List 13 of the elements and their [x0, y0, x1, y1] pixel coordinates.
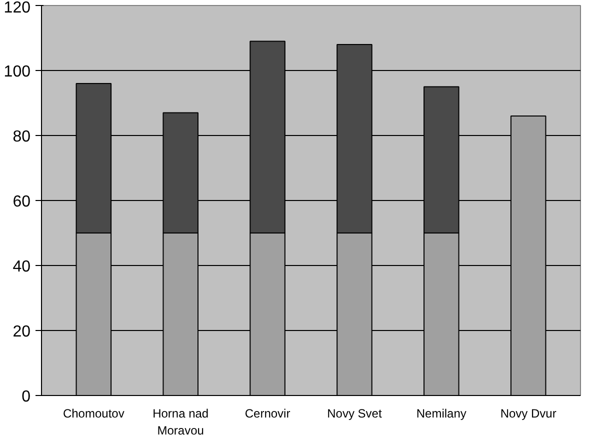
- y-tick-label: 0: [22, 388, 31, 406]
- x-tick-label: Novy Svet: [327, 406, 382, 420]
- x-tick-label: Nemilany: [416, 406, 466, 420]
- y-tick-label: 80: [12, 128, 31, 146]
- x-tick-label: Cernovir: [244, 406, 290, 420]
- x-tick-label: Chomoutov: [62, 406, 124, 420]
- x-tick-label: Horna nad Moravou: [152, 406, 209, 438]
- x-tick-label: Novy Dvur: [500, 406, 556, 420]
- y-tick-label: 60: [12, 194, 31, 210]
- y-tick-label: 100: [4, 64, 31, 80]
- y-tick-label: 20: [12, 324, 31, 340]
- y-tick-label: 120: [4, 0, 31, 16]
- y-tick-label: 40: [12, 258, 31, 276]
